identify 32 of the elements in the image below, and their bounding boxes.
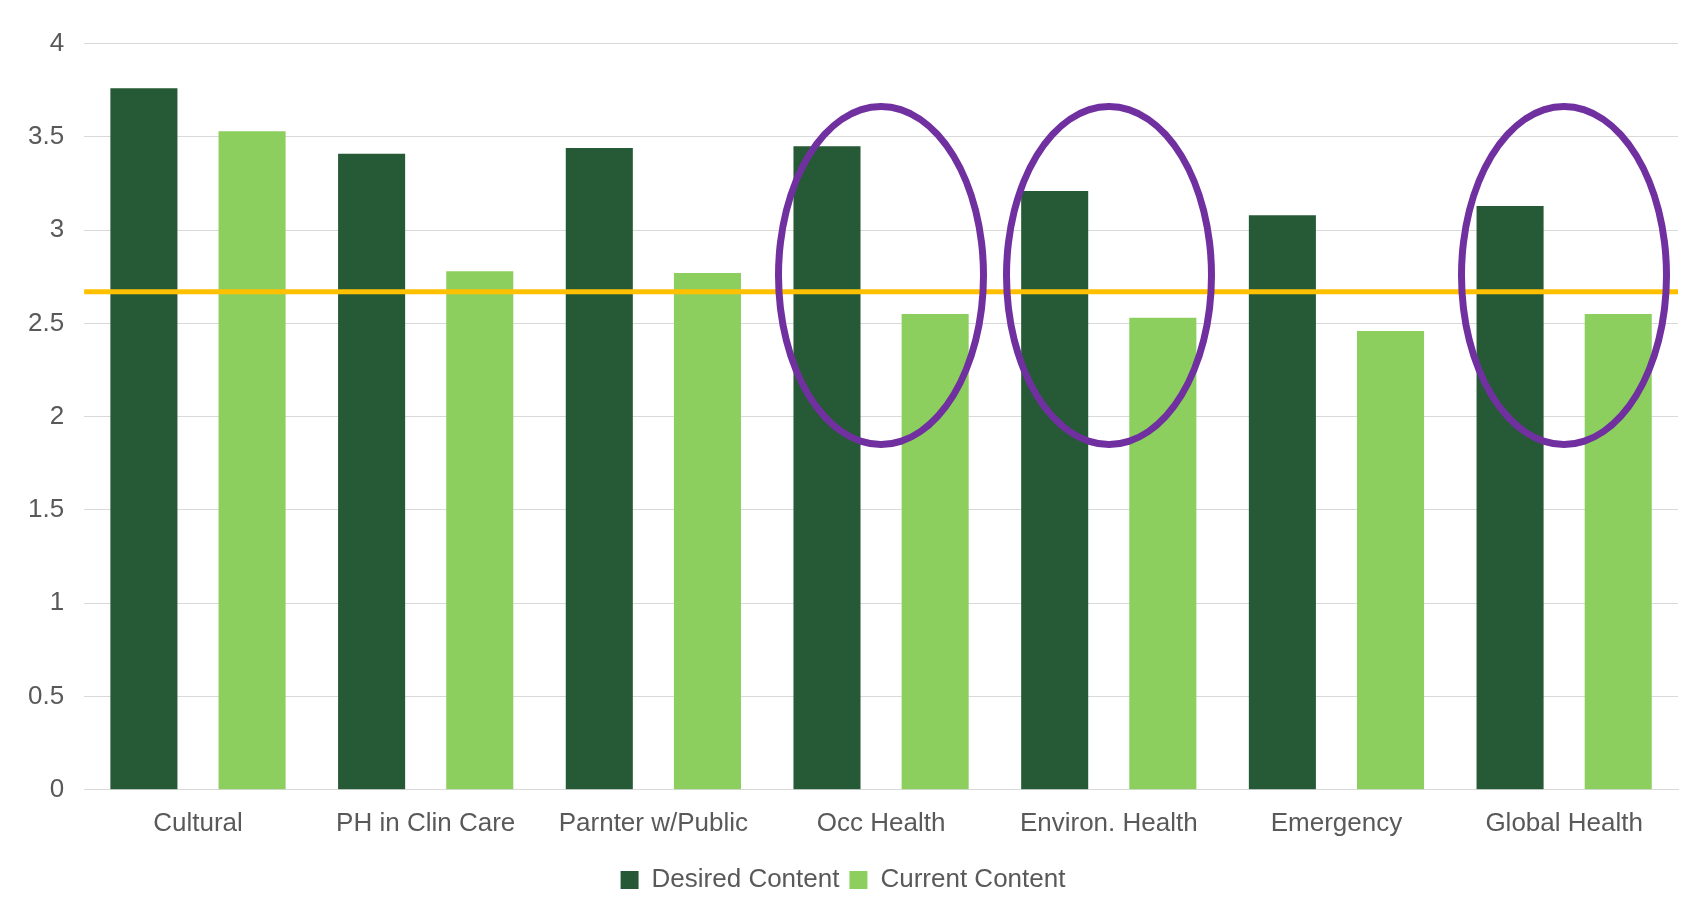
y-tick-label: 0.5 bbox=[27, 679, 65, 710]
bar bbox=[1248, 215, 1316, 790]
bar bbox=[218, 131, 286, 790]
x-tick-label: Cultural bbox=[153, 806, 243, 837]
x-tick-label: PH in Clin Care bbox=[336, 806, 516, 837]
bar bbox=[446, 271, 514, 790]
bar bbox=[1021, 190, 1089, 790]
y-tick-label: 2 bbox=[49, 399, 65, 430]
bar bbox=[338, 153, 406, 790]
x-tick-label: Emergency bbox=[1270, 806, 1403, 837]
bar bbox=[1129, 317, 1197, 790]
bar bbox=[901, 314, 969, 790]
bar bbox=[110, 88, 178, 790]
bar bbox=[793, 146, 861, 790]
x-tick-label: Global Health bbox=[1485, 806, 1643, 837]
x-tick-label: Parnter w/Public bbox=[558, 806, 749, 837]
x-tick-label: Environ. Health bbox=[1019, 806, 1198, 837]
x-tick-label: Occ Health bbox=[816, 806, 946, 837]
bar bbox=[565, 148, 633, 790]
y-tick-label: 1 bbox=[49, 586, 65, 617]
bar bbox=[1357, 330, 1425, 790]
bar bbox=[1476, 205, 1544, 790]
y-tick-label: 1.5 bbox=[27, 493, 65, 524]
bar bbox=[673, 273, 741, 790]
legend-label: Current Content bbox=[880, 863, 1067, 894]
y-tick-label: 3.5 bbox=[27, 120, 65, 151]
legend-label: Desired Content bbox=[651, 863, 841, 894]
bar bbox=[1584, 314, 1652, 790]
y-tick-label: 0 bbox=[49, 772, 65, 803]
y-tick-label: 2.5 bbox=[27, 306, 65, 337]
y-tick-label: 4 bbox=[49, 26, 65, 57]
y-tick-label: 3 bbox=[49, 213, 65, 244]
